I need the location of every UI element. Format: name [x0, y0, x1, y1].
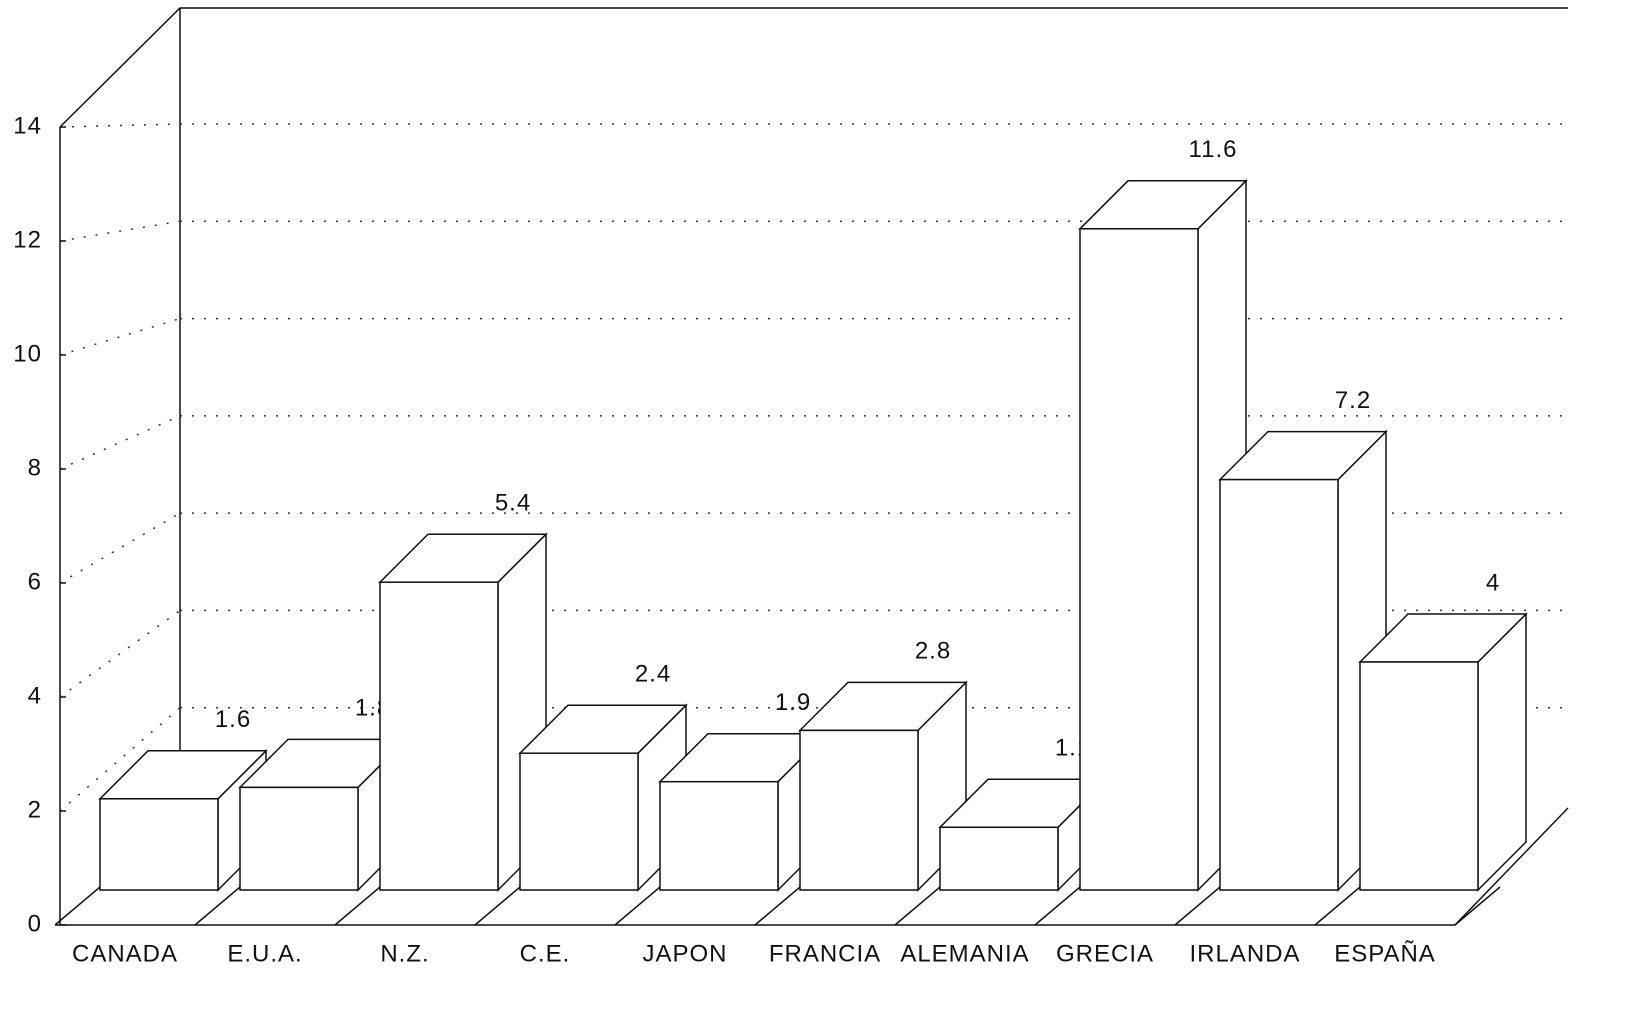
value-label: 11.6 — [1189, 136, 1238, 163]
category-divider — [1454, 886, 1501, 926]
bar — [799, 729, 919, 891]
value-label: 1.6 — [215, 706, 251, 733]
category-divider — [894, 886, 941, 926]
side-grid-line — [59, 609, 181, 698]
floor-left — [54, 886, 101, 926]
category-divider — [1314, 886, 1361, 926]
x-tick-label: CANADA — [72, 940, 178, 967]
category-divider — [474, 886, 521, 926]
category-divider — [614, 886, 661, 926]
y-tick-label: 4 — [28, 682, 42, 709]
side-grid-line — [59, 123, 181, 128]
y-tick-label: 6 — [28, 568, 42, 595]
value-label: 2.4 — [635, 661, 671, 688]
bar — [519, 752, 639, 891]
y-tick-label: 2 — [28, 796, 42, 823]
category-divider — [1034, 886, 1081, 926]
category-divider — [334, 886, 381, 926]
side-grid-line — [59, 415, 181, 470]
y-tick-label: 10 — [13, 340, 42, 367]
value-label: 7.2 — [1335, 387, 1371, 414]
value-label: 4 — [1486, 569, 1500, 596]
bar — [1079, 228, 1199, 891]
category-divider — [1174, 886, 1221, 926]
x-tick-label: FRANCIA — [769, 940, 881, 967]
x-tick-label: C.E. — [520, 940, 571, 967]
category-divider — [194, 886, 241, 926]
x-tick-label: IRLANDA — [1189, 940, 1300, 967]
x-tick-label: ESPAÑA — [1334, 940, 1436, 967]
category-divider — [754, 886, 801, 926]
bar — [939, 826, 1059, 891]
x-tick-label: N.Z. — [380, 940, 429, 967]
y-tick-label: 12 — [13, 226, 42, 253]
value-label: 5.4 — [495, 490, 531, 517]
side-grid-line — [59, 512, 181, 584]
x-tick-label: JAPON — [642, 940, 727, 967]
bar — [659, 780, 779, 891]
bar — [1359, 661, 1479, 891]
x-tick-label: GRECIA — [1056, 940, 1154, 967]
side-grid-line — [59, 317, 181, 356]
y-tick-label: 0 — [28, 910, 42, 937]
y-tick-label: 8 — [28, 454, 42, 481]
y-tick-label: 14 — [13, 112, 42, 139]
side-grid-line — [59, 220, 181, 242]
back-wall-top — [59, 7, 1568, 128]
x-tick-label: ALEMANIA — [900, 940, 1029, 967]
value-label: 1.9 — [775, 689, 811, 716]
x-tick-label: E.U.A. — [227, 940, 302, 967]
bar — [99, 798, 219, 891]
bar — [379, 581, 499, 891]
bar — [239, 786, 359, 891]
bar — [1219, 478, 1339, 891]
value-label: 2.8 — [915, 638, 951, 665]
